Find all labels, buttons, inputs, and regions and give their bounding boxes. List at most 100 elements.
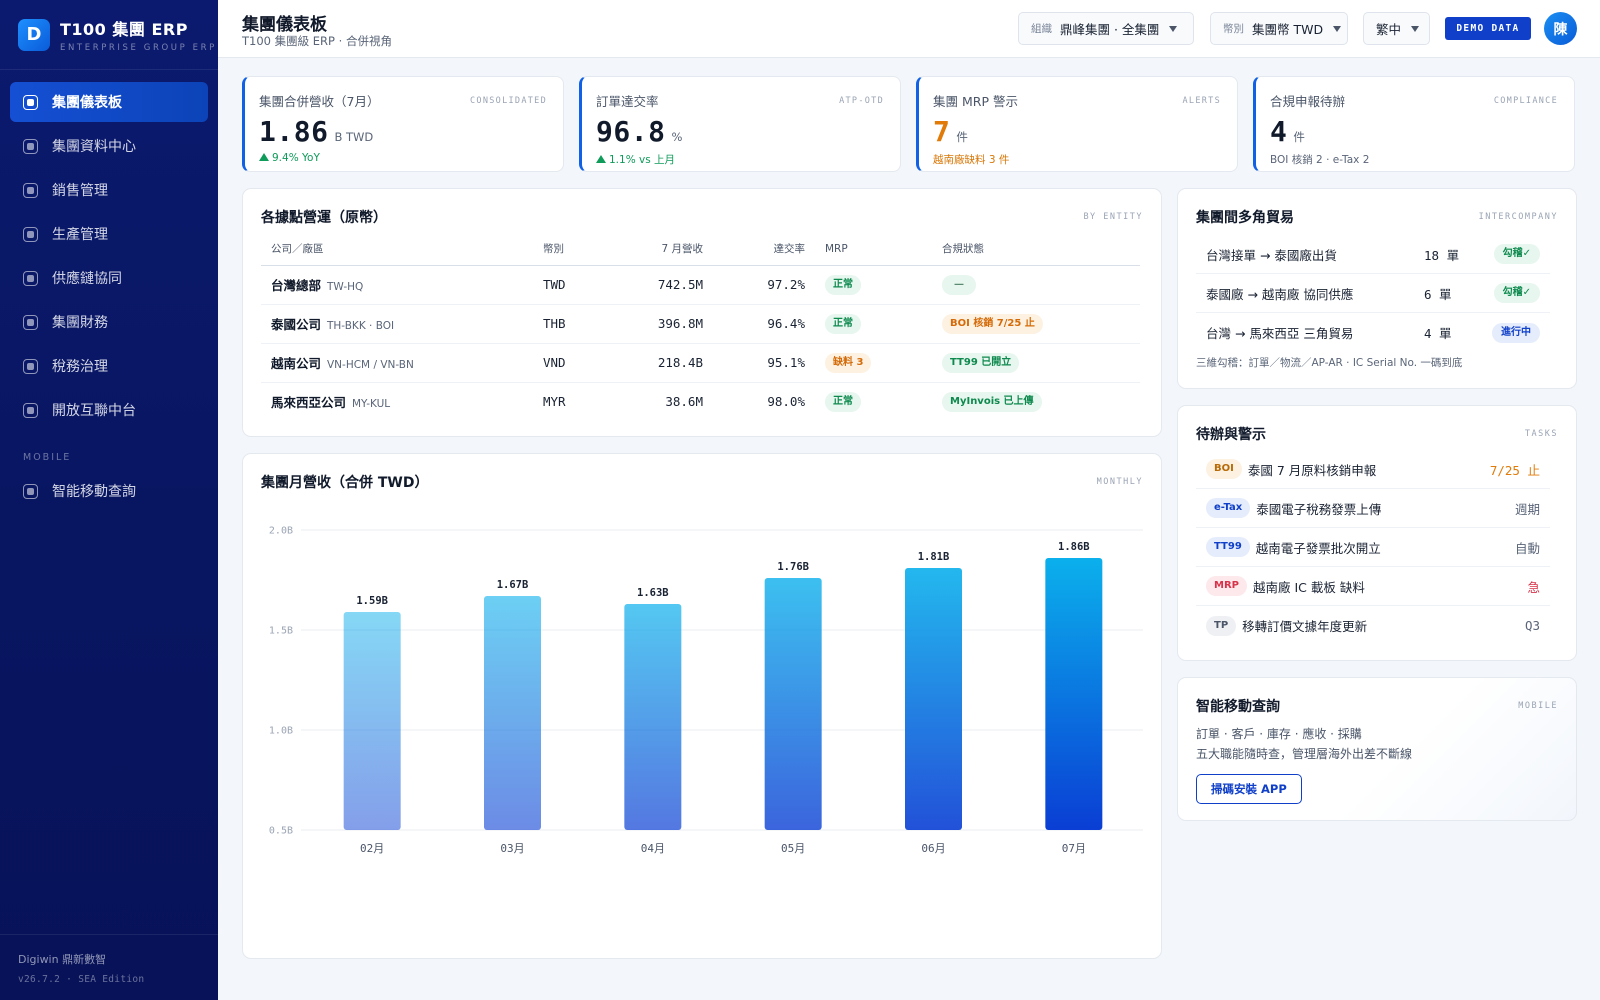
task-due: 急: [1527, 579, 1540, 595]
task-item[interactable]: TP 移轉訂價文據年度更新 Q3: [1196, 606, 1550, 645]
page-subtitle: T100 集團級 ERP · 合併視角: [242, 34, 392, 48]
entity-code: MY-KUL: [352, 398, 391, 411]
sidebar-footer: Digiwin 鼎新數智 v26.7.2 · SEA Edition: [0, 934, 218, 1000]
table-row[interactable]: 馬來西亞公司 MY-KUL MYR 38.6M 98.0% 正常 MyInvoi…: [261, 382, 1140, 421]
sidebar-item-label: 集團財務: [52, 315, 108, 331]
chart-bar[interactable]: [905, 568, 962, 830]
chevron-down-icon: [1333, 25, 1342, 32]
column-header: 7 月營收: [623, 233, 713, 266]
status-badge: 進行中: [1492, 322, 1540, 343]
entity-revenue: 38.6M: [665, 394, 703, 410]
kpi-trend-text: 9.4% YoY: [272, 152, 320, 164]
chart-bar[interactable]: [484, 596, 541, 830]
sidebar-item-tax[interactable]: 稅務治理: [10, 346, 208, 386]
sidebar-item-sales[interactable]: 銷售管理: [10, 170, 208, 210]
entity-otd: 97.2%: [713, 265, 815, 305]
org-select-value: 鼎峰集團 · 全集團: [1060, 22, 1160, 37]
bar-value-label: 1.76B: [777, 561, 809, 573]
sidebar-item-open-platform[interactable]: 開放互聯中台: [10, 390, 208, 430]
x-tick-label: 04月: [641, 842, 665, 855]
entity-operations-panel: 各據點營運（原幣） BY ENTITY 公司／廠區 幣別 7 月營收 達交率 M…: [242, 188, 1162, 437]
database-icon: [23, 138, 38, 154]
list-item[interactable]: 台灣接單 → 泰國廠出貨 18 單 勾稽✓: [1196, 235, 1550, 274]
kpi-note: BOI 核銷 2 · e-Tax 2: [1270, 154, 1370, 166]
entity-revenue: 396.8M: [623, 304, 713, 344]
column-header: 公司／廠區: [261, 233, 533, 266]
currency-select[interactable]: 幣別 集團幣 TWD: [1210, 12, 1348, 45]
kpi-value: 1.86: [259, 115, 329, 148]
chart-bar[interactable]: [1045, 558, 1103, 830]
compliance-status-badge: —: [942, 274, 976, 295]
list-item[interactable]: 台灣 → 馬來西亞 三角貿易 4 單 進行中: [1196, 313, 1550, 352]
table-row[interactable]: 台灣總部 TW-HQ TWD 742.5M 97.2% 正常 —: [261, 265, 1140, 305]
sidebar-item-mobile-query[interactable]: 智能移動查詢: [10, 471, 208, 511]
table-row[interactable]: 越南公司 VN-HCM / VN-BN VND 218.4B 95.1% 缺料 …: [261, 343, 1140, 383]
kpi-card-otd[interactable]: 訂單達交率 ATP-OTD 96.8% 1.1% vs 上月: [579, 76, 901, 172]
task-item[interactable]: MRP 越南廠 IC 載板 缺料 急: [1196, 567, 1550, 606]
trade-count: 6 單: [1424, 286, 1452, 302]
sidebar-item-data-center[interactable]: 集團資料中心: [10, 126, 208, 166]
panel-tag: INTERCOMPANY: [1478, 212, 1558, 222]
org-select[interactable]: 組織 鼎峰集團 · 全集團: [1018, 12, 1194, 45]
language-select[interactable]: 繁中: [1363, 12, 1430, 45]
y-tick-label: 1.5B: [269, 626, 293, 637]
factory-icon: [23, 226, 38, 242]
trade-route: 台灣接單 → 泰國廠出貨: [1206, 247, 1337, 263]
kpi-card-revenue[interactable]: 集團合併營收（7月） CONSOLIDATED 1.86 B TWD 9.4% Y…: [242, 76, 564, 172]
avatar[interactable]: 陳: [1544, 12, 1577, 45]
demo-data-badge: DEMO DATA: [1445, 17, 1531, 40]
task-item[interactable]: e-Tax 泰國電子稅務發票上傳 週期: [1196, 489, 1550, 528]
entity-name: 泰國公司: [271, 317, 322, 332]
bar-value-label: 1.81B: [918, 551, 950, 563]
org-select-label: 組織: [1031, 23, 1052, 35]
sidebar-item-label: 供應鏈協同: [52, 271, 122, 287]
kpi-tag: ATP-OTD: [839, 96, 884, 106]
compliance-status-badge: TT99 已開立: [942, 352, 1020, 373]
column-header: 合規狀態: [932, 233, 1140, 266]
mobile-description: 五大職能隨時查，管理層海外出差不斷線: [1196, 747, 1413, 761]
y-tick-label: 1.0B: [269, 726, 293, 737]
task-text: 泰國 7 月原料核銷申報: [1247, 462, 1377, 478]
chart-bar[interactable]: [764, 578, 822, 830]
sidebar-item-label: 開放互聯中台: [52, 403, 136, 419]
panel-title: 各據點營運（原幣）: [261, 210, 387, 226]
task-item[interactable]: BOI 泰國 7 月原料核銷申報 7/25 止: [1196, 450, 1550, 489]
task-due: Q3: [1524, 618, 1540, 633]
kpi-value: 96.8: [596, 115, 666, 148]
trade-count: 18 單: [1424, 247, 1460, 263]
brand-logo: D: [18, 18, 50, 51]
bar-value-label: 1.63B: [637, 587, 669, 599]
platform-icon: [23, 402, 38, 418]
install-app-button[interactable]: 掃碼安裝 APP: [1196, 774, 1302, 804]
task-chip: TP: [1206, 615, 1237, 636]
table-row[interactable]: 泰國公司 TH-BKK · BOI THB 396.8M 96.4% 正常 BO…: [261, 304, 1140, 344]
status-badge: 勾稽✓: [1493, 244, 1540, 264]
panel-tag: BY ENTITY: [1083, 212, 1143, 222]
sidebar-item-group-dashboard[interactable]: 集團儀表板: [10, 82, 208, 122]
sidebar-item-supply-chain[interactable]: 供應鏈協同: [10, 258, 208, 298]
sidebar-item-label: 生產管理: [52, 227, 108, 243]
intercompany-footnote: 三維勾稽：訂單／物流／AP-AR · IC Serial No. 一碼到底: [1196, 357, 1463, 369]
task-item[interactable]: TT99 越南電子發票批次開立 自動: [1196, 528, 1550, 567]
panel-tag: TASKS: [1524, 429, 1558, 439]
task-text: 越南廠 IC 載板 缺料: [1252, 579, 1365, 595]
kpi-label: 訂單達交率: [596, 94, 659, 109]
chart-bar[interactable]: [343, 612, 401, 830]
entity-currency: VND: [533, 343, 623, 383]
chart-bar[interactable]: [624, 604, 682, 830]
mrp-status-badge: 正常: [825, 391, 861, 412]
entity-currency: TWD: [533, 265, 623, 305]
sidebar-item-label: 智能移動查詢: [52, 484, 136, 500]
list-item[interactable]: 泰國廠 → 越南廠 協同供應 6 單 勾稽✓: [1196, 274, 1550, 313]
sidebar-item-production[interactable]: 生產管理: [10, 214, 208, 254]
kpi-tag: COMPLIANCE: [1493, 96, 1558, 106]
sidebar-item-finance[interactable]: 集團財務: [10, 302, 208, 342]
entity-otd: 95.1%: [713, 343, 815, 383]
x-tick-label: 05月: [781, 842, 805, 855]
bar-value-label: 1.67B: [497, 579, 529, 591]
panel-title: 待辦與警示: [1196, 427, 1266, 443]
top-header: 集團儀表板 T100 集團級 ERP · 合併視角 組織 鼎峰集團 · 全集團 …: [218, 0, 1600, 58]
tasks-panel: 待辦與警示 TASKS BOI 泰國 7 月原料核銷申報 7/25 止 e-Ta…: [1177, 405, 1577, 661]
